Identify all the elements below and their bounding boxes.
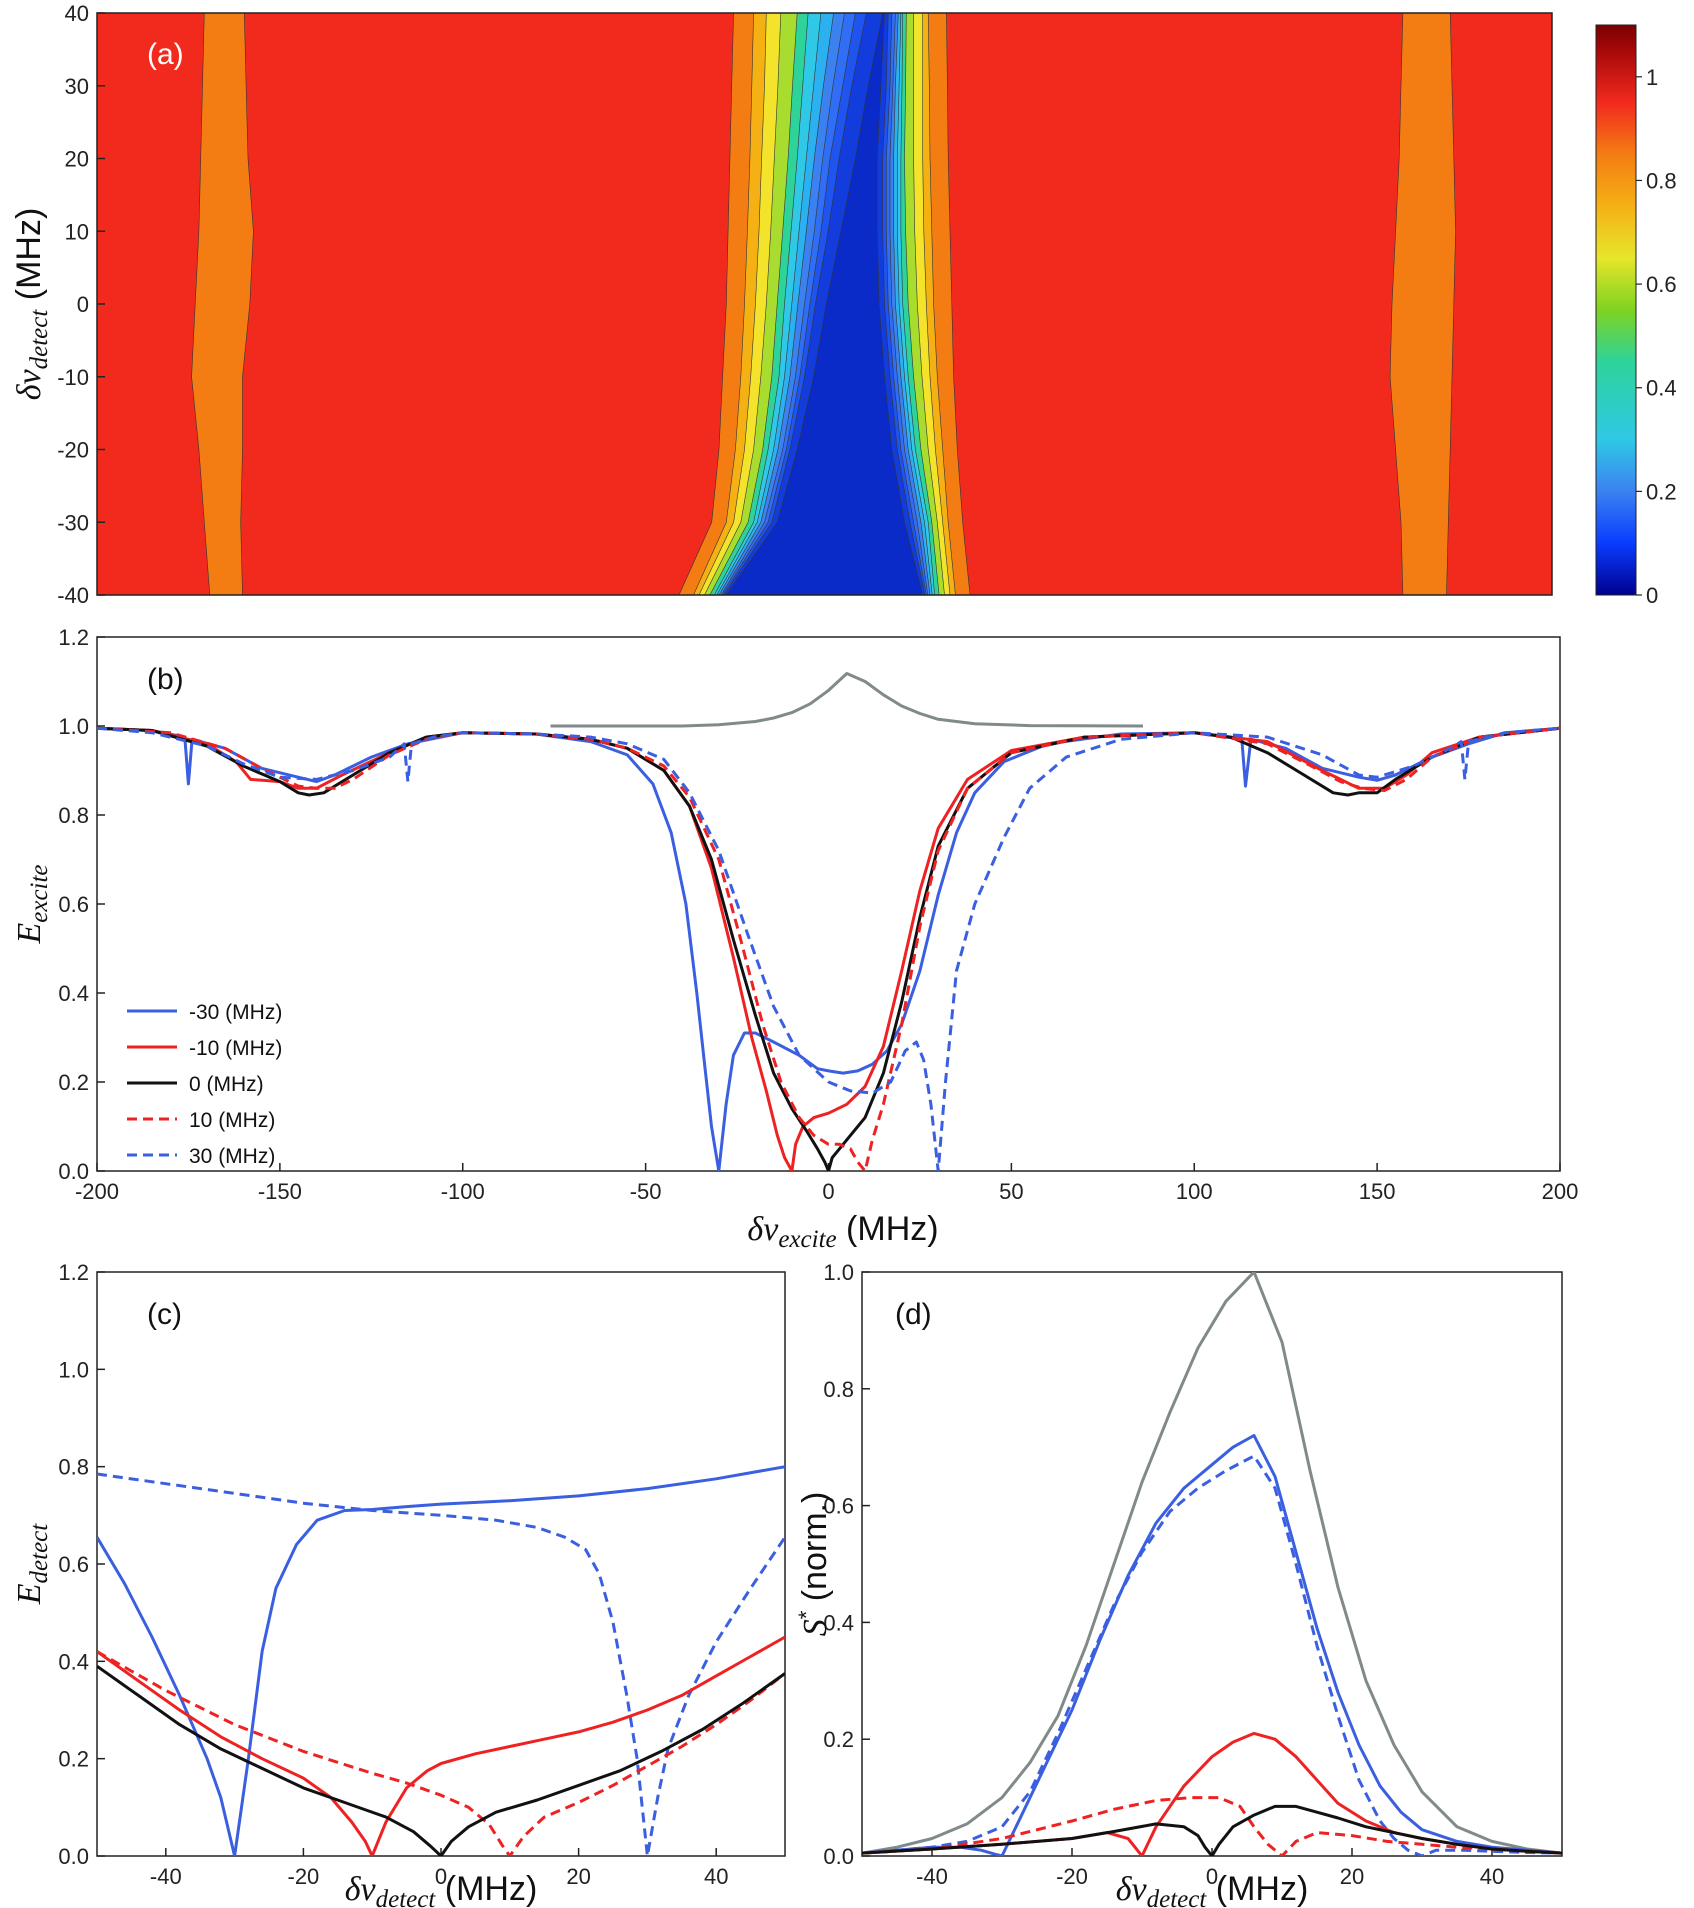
panel-d-label: (d): [895, 1298, 932, 1331]
panel-d-x-tick-label-4: 40: [1480, 1864, 1504, 1889]
panel-b-frame: [97, 637, 1560, 1171]
colorbar-tick-label-1: 0.2: [1646, 479, 1677, 504]
panel-a-y-tick-label-7: 30: [65, 74, 89, 99]
legend-label-4: 30 (MHz): [189, 1145, 275, 1168]
panel-c-x-tick-label-4: 40: [704, 1864, 728, 1889]
panel-b-x-tick-label-4: 0: [822, 1179, 834, 1204]
panel-d-frame: [862, 1272, 1562, 1856]
legend-label-3: 10 (MHz): [189, 1109, 275, 1132]
panel-d-x-tick-label-3: 20: [1340, 1864, 1364, 1889]
panel-a-y-tick-label-2: -20: [57, 438, 89, 463]
panel-b-series-line-0: [551, 674, 1144, 727]
colorbar-tick-label-4: 0.8: [1646, 168, 1677, 193]
panel-c-y-tick-label-2: 0.4: [58, 1649, 89, 1674]
panel-b-x-tick-label-7: 150: [1359, 1179, 1396, 1204]
panel-d-series-line-0: [862, 1272, 1562, 1853]
panel-a-y-tick-label-3: -10: [57, 365, 89, 390]
panel-c-y-tick-label-0: 0.0: [58, 1844, 89, 1869]
panel-a-y-tick-label-5: 10: [65, 219, 89, 244]
panel-d-series-line-2: [862, 1456, 1562, 1856]
panel-d-y-tick-label-4: 0.8: [823, 1377, 854, 1402]
panel-c-y-tick-label-1: 0.2: [58, 1747, 89, 1772]
panel-c-series-line-1: [97, 1474, 785, 1856]
panel-c-series: [97, 1467, 785, 1856]
panel-d-line-chart: -40 -20 0 20 40 0.0 0.2 0.4 0.6 0.8 1.0 (d) δνdete…: [794, 1260, 1562, 1908]
panel-c-label: (c): [147, 1298, 182, 1331]
panel-b-y-tick-label-6: 1.2: [58, 625, 89, 650]
panel-c-y-tick-label-3: 0.6: [58, 1552, 89, 1577]
panel-b-legend: -30 (MHz) -10 (MHz) 0 (MHz) 10 (MHz) 30 (MHz…: [127, 1001, 282, 1168]
panel-c-line-chart: -40 -20 0 20 40 0.0 0.2 0.4 0.6 0.8 1.0 1.2 (c) δνd…: [11, 1260, 785, 1908]
panel-b-y-axis-label: Eexcite: [11, 864, 53, 944]
panel-b-label: (b): [147, 663, 184, 696]
panel-a-y-tick-label-4: 0: [77, 292, 89, 317]
panel-b-y-tick-label-1: 0.2: [58, 1070, 89, 1095]
panel-c-y-tick-label-4: 0.8: [58, 1455, 89, 1480]
colorbar-gradient: [1596, 25, 1636, 595]
legend-label-0: -30 (MHz): [189, 1001, 282, 1024]
panel-c-x-tick-label-1: -20: [288, 1864, 320, 1889]
panel-b-x-tick-label-1: -150: [258, 1179, 302, 1204]
panel-a-label: (a): [147, 38, 184, 71]
panel-d-series: [862, 1272, 1562, 1856]
colorbar-tick-label-0: 0: [1646, 583, 1658, 608]
panel-c-frame: [97, 1272, 785, 1856]
panel-c-series-line-3: [97, 1652, 785, 1856]
panel-d-y-tick-label-1: 0.2: [823, 1727, 854, 1752]
panel-d-x-tick-label-1: -20: [1056, 1864, 1088, 1889]
heatmap-field: [97, 13, 1552, 595]
panel-d-x-tick-label-0: -40: [916, 1864, 948, 1889]
panel-b-x-tick-label-5: 50: [999, 1179, 1023, 1204]
panel-d-y-tick-label-5: 1.0: [823, 1260, 854, 1285]
panel-d-series-line-1: [862, 1436, 1562, 1857]
panel-c-ticks: -40 -20 0 20 40 0.0 0.2 0.4 0.6 0.8 1.0 1.2: [58, 1260, 728, 1889]
panel-d-ticks: -40 -20 0 20 40 0.0 0.2 0.4 0.6 0.8 1.0: [823, 1260, 1504, 1889]
panel-b-y-tick-label-0: 0.0: [58, 1159, 89, 1184]
panel-b-x-tick-label-6: 100: [1176, 1179, 1213, 1204]
colorbar-ticks: 0 0.2 0.4 0.6 0.8 1: [1636, 65, 1677, 608]
panel-a-y-tick-label-1: -30: [57, 510, 89, 535]
panel-a-y-tick-label-8: 40: [65, 1, 89, 26]
panel-a-y-tick-label-6: 20: [65, 147, 89, 172]
panel-b-x-tick-label-3: -50: [630, 1179, 662, 1204]
panel-b-y-tick-label-5: 1.0: [58, 714, 89, 739]
panel-b-x-tick-label-8: 200: [1542, 1179, 1579, 1204]
panel-b-y-tick-label-4: 0.8: [58, 803, 89, 828]
colorbar-tick-label-5: 1: [1646, 65, 1658, 90]
panel-b-series: [97, 674, 1560, 1172]
panel-c-x-axis-label: δνdetect (MHz): [345, 1870, 538, 1908]
panel-b-y-tick-label-3: 0.6: [58, 892, 89, 917]
panel-d-y-tick-label-0: 0.0: [823, 1844, 854, 1869]
panel-c-x-tick-label-0: -40: [150, 1864, 182, 1889]
panel-b-series-line-3: [97, 728, 1560, 1171]
panel-b-x-tick-label-2: -100: [441, 1179, 485, 1204]
panel-b-line-chart: -200 -150 -100 -50 0 50 100 150 200 0.0 0.2 0.4 0.6 0…: [11, 625, 1578, 1253]
panel-d-series-line-3: [862, 1733, 1562, 1856]
panel-c-x-tick-label-3: 20: [566, 1864, 590, 1889]
panel-a-y-tick-label-0: -40: [57, 583, 89, 608]
panel-c-y-axis-label: Edetect: [11, 1523, 53, 1606]
panel-b-y-tick-label-2: 0.4: [58, 981, 89, 1006]
panel-c-series-line-0: [97, 1467, 785, 1856]
panel-c-y-tick-label-5: 1.0: [58, 1357, 89, 1382]
panel-c-y-tick-label-6: 1.2: [58, 1260, 89, 1285]
panel-a-y-axis-label: δνdetect (MHz): [10, 208, 53, 401]
panel-b-x-axis-label: δνexcite (MHz): [747, 1210, 938, 1253]
panel-d-x-axis-label: δνdetect (MHz): [1116, 1870, 1309, 1908]
colorbar: 0 0.2 0.4 0.6 0.8 1: [1596, 25, 1677, 608]
legend-label-2: 0 (MHz): [189, 1073, 264, 1096]
legend-label-1: -10 (MHz): [189, 1037, 282, 1060]
colorbar-tick-label-2: 0.4: [1646, 376, 1677, 401]
colorbar-tick-label-3: 0.6: [1646, 272, 1677, 297]
